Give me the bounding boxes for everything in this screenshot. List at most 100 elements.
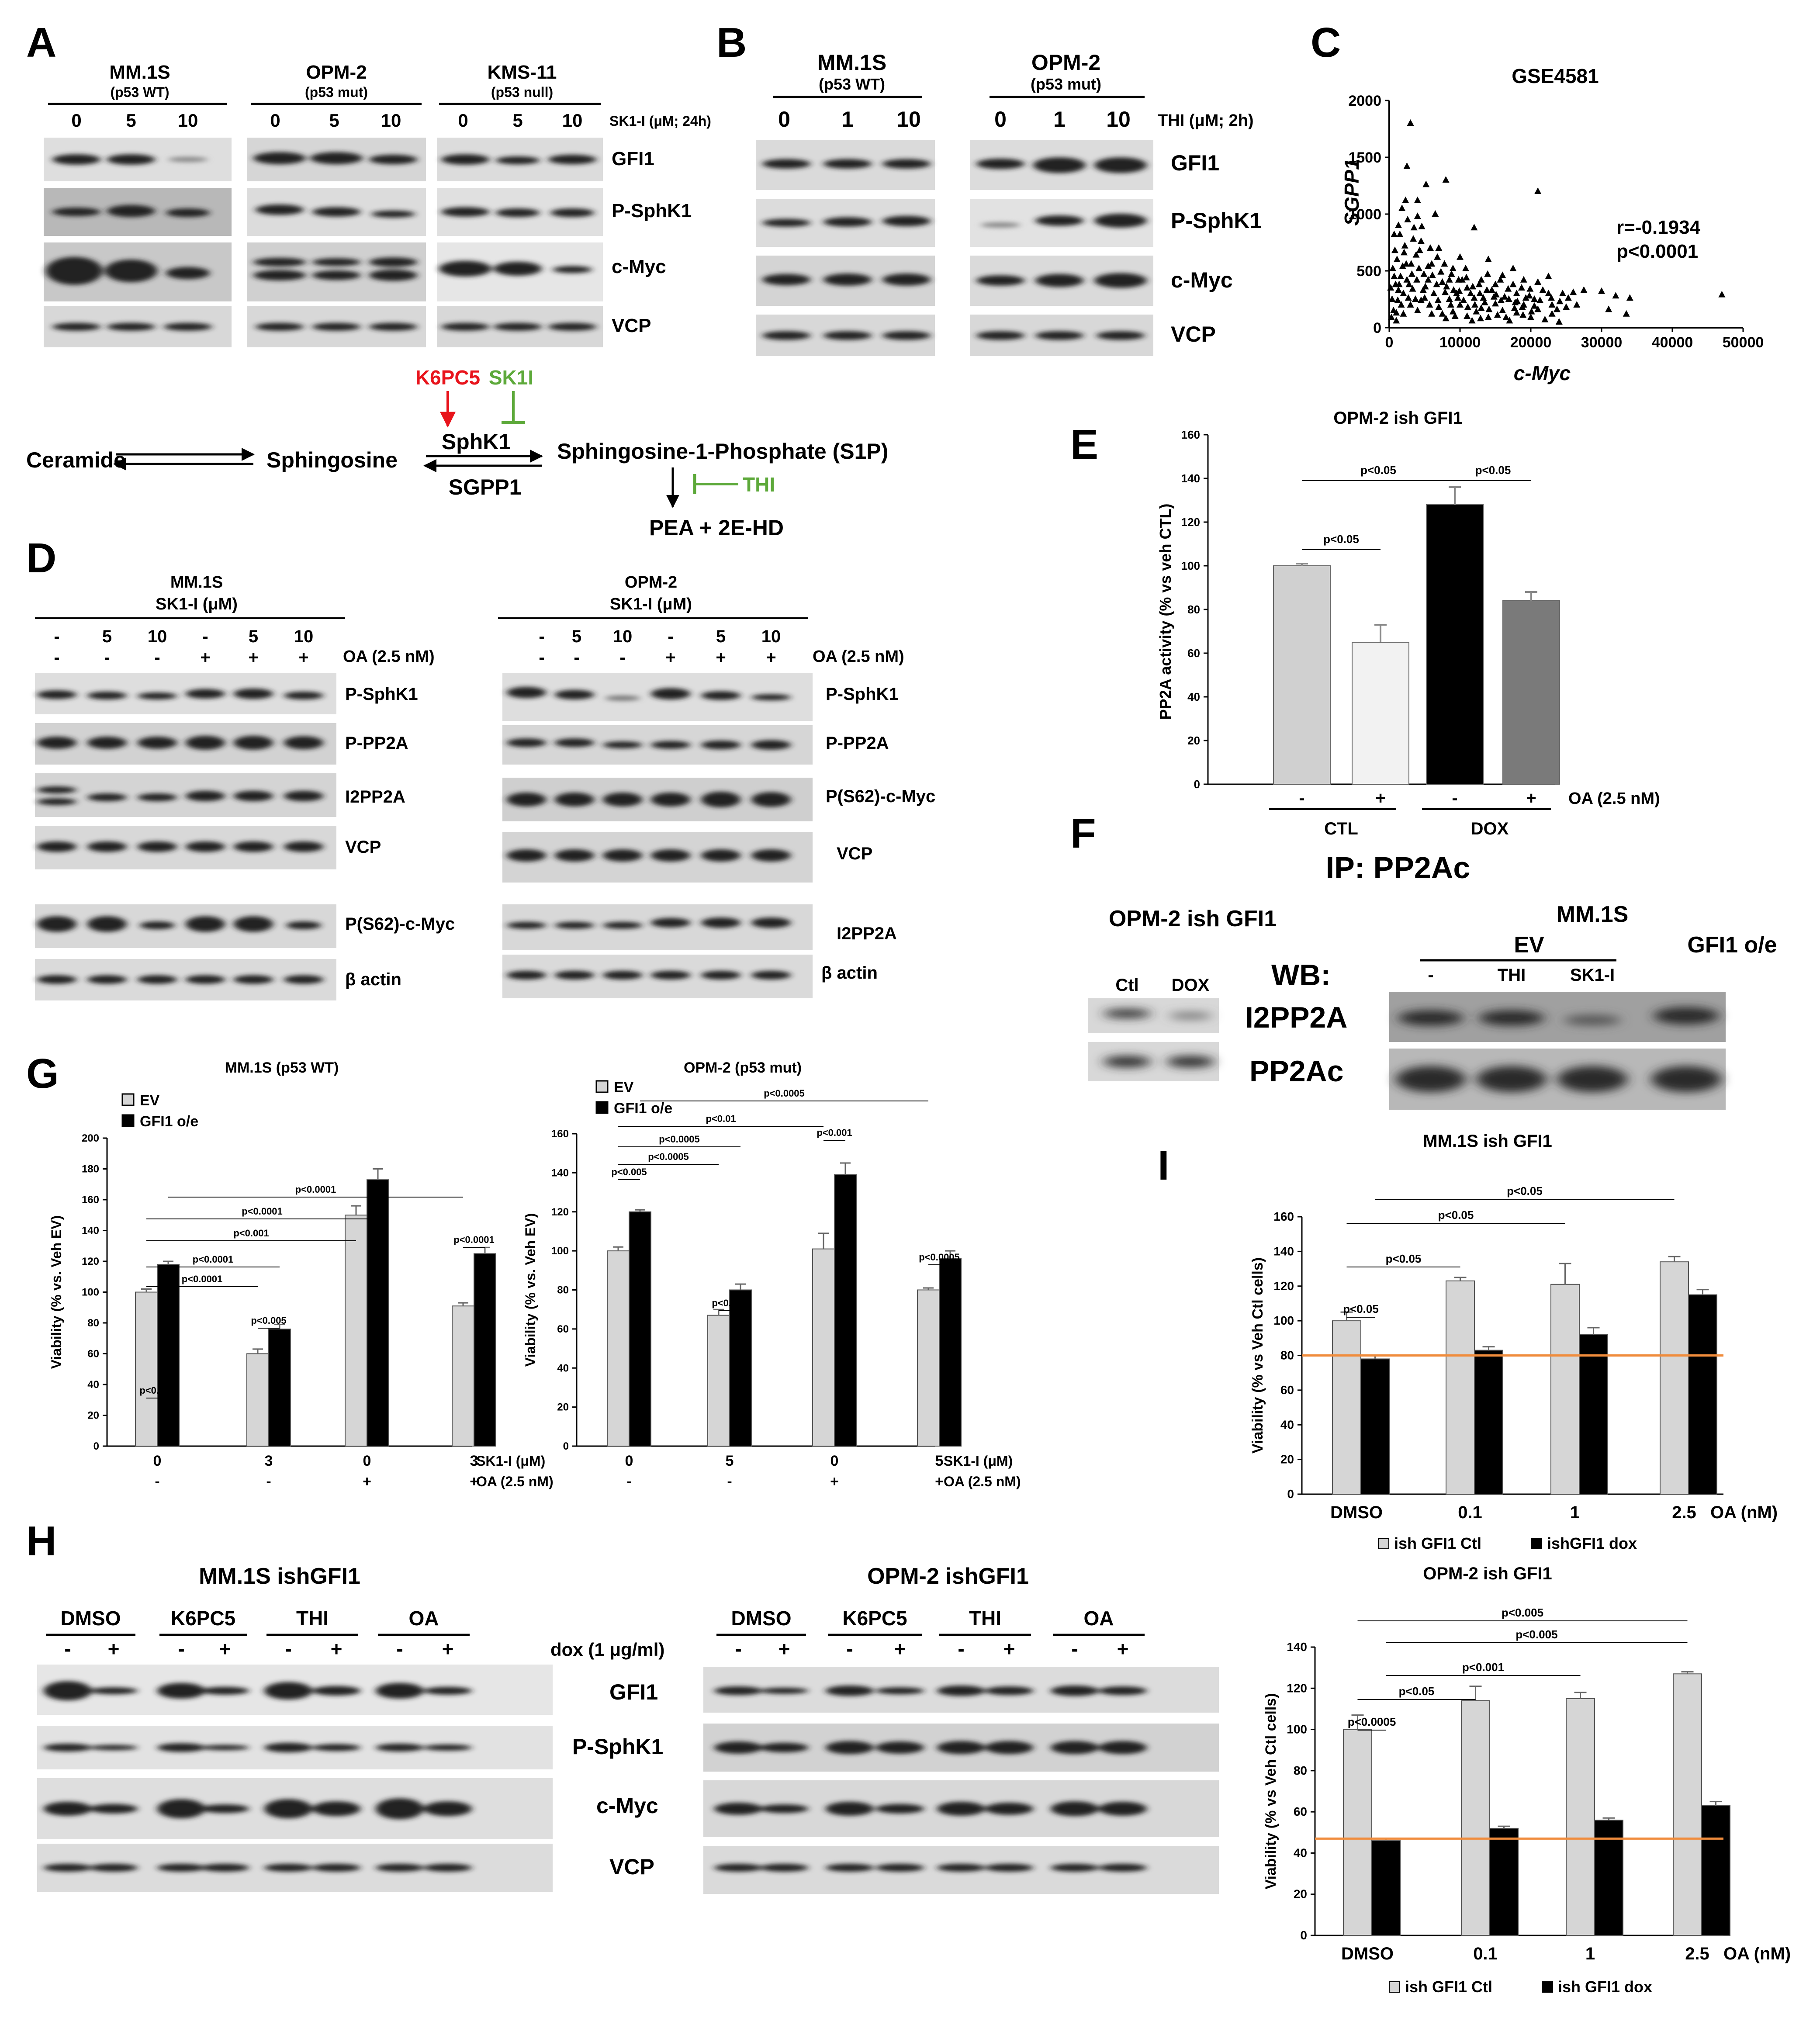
blot-label: P-PP2A [826,734,889,753]
scatter-point [1463,273,1470,280]
y-tick-label: 1500 [1348,149,1381,166]
legend-swatch [595,1101,609,1114]
significance-label: p<0.005 [712,1298,747,1308]
scatter-point [1449,308,1457,315]
sk1i-label: SK1-I (μM) [476,1453,545,1469]
panel-e: E OPM-2 ish GFI1 PP2A activity (% vs veh… [1070,408,1660,838]
scatter-point [1441,288,1449,295]
scatter-point [1391,230,1398,237]
panel-h: H MM.1S ishGFI1 OPM-2 ishGFI1 DMSO - + K6PC… [26,1518,1219,1894]
dose-label: 0 [994,107,1007,132]
scatter-point [1420,270,1428,277]
scatter-point [1528,308,1535,315]
y-tick-label: 120 [551,1206,569,1218]
bar [939,1258,962,1447]
panel-letter: F [1070,810,1096,857]
significance-label: p<0.0001 [453,1234,495,1245]
treatment-label: DMSO [61,1607,121,1630]
blot-band [1051,1741,1099,1754]
scatter-point [1473,308,1480,315]
scatter-point [1548,310,1556,317]
dose-label: 1 [1053,107,1066,132]
panel-c: C GSE4581 SGPP1 c-Myc r=-0.1934 p<0.0001… [1311,19,1764,384]
blot-band [424,1687,472,1695]
scatter-point [1553,305,1560,312]
blot-band [876,1741,924,1754]
scatter-point [1484,256,1492,262]
scatter-point [1397,273,1404,279]
sk1i-dose-label: 5 [935,1453,944,1469]
treatment-label: SK1-I (μM) [610,595,692,613]
scatter-point [1409,285,1416,292]
bar [1360,1358,1390,1495]
scatter-point [1467,290,1474,296]
scatter-point [1443,283,1450,290]
scatter-point [1432,210,1439,217]
blot-band [937,1864,985,1872]
blot-strips [35,673,813,1000]
blot-band [376,1798,424,1819]
scatter-point [1441,260,1448,267]
bar [367,1179,389,1447]
blot-band [90,1864,138,1872]
y-tick-label: 40 [1280,1418,1294,1431]
bar [812,1248,835,1447]
significance-label: p<0.01 [706,1113,736,1124]
scatter-point [1407,119,1414,126]
scatter-point [1483,286,1491,293]
scatter-point [1439,310,1446,317]
scatter-point [1534,305,1542,312]
oa-sign-label: - [539,648,544,667]
cell-line-label: OPM-2 [1031,50,1100,75]
blot-label: P-SphK1 [1171,208,1262,233]
chart-title: MM.1S ish GFI1 [1423,1132,1552,1151]
scatter-point [1422,180,1430,187]
treatment-label: THI (μM; 2h) [1158,111,1254,130]
panel-letter: G [26,1050,59,1097]
scatter-point [1464,303,1471,310]
y-tick-label: 140 [82,1225,99,1237]
ev-label: EV [1514,932,1544,958]
blot-band [264,1682,312,1700]
y-tick-label: 160 [1273,1210,1294,1223]
lane-labels: DMSO- +K6PC5- +THI- +OA- +DMSO- +K6PC5- +THI- +… [46,1607,1145,1660]
y-tick-label: 0 [1373,320,1381,336]
dox-sign-label: - [178,1637,184,1660]
dose-label: 1 [841,107,854,132]
panel-b: B MM.1S (p53 WT) 0 1 10 OPM-2 (p53 mut) … [716,19,1262,356]
scatter-point [1464,312,1471,319]
dox-sign-label: + [331,1637,343,1660]
scatter-point [1612,292,1619,299]
blot-label: GFI1 [609,1680,658,1704]
scatter-point [1485,305,1493,312]
bar [917,1289,940,1447]
bar [1474,1350,1503,1495]
scatter-point [1446,276,1453,283]
y-tick-label: 60 [1187,647,1200,660]
scatter-point [1580,286,1588,293]
dox-sign-label: - [1071,1637,1078,1660]
blot-band [1051,1801,1099,1816]
blot-label: I2PP2A [837,924,897,943]
bar [629,1211,651,1447]
category-label: 1 [1585,1944,1595,1963]
scatter-point [1446,295,1453,302]
significance-label: p<0.0005 [648,1151,689,1162]
bar [1550,1284,1580,1495]
oa-sign-label: + [716,648,726,667]
scatter-point [1410,235,1417,242]
dox-sign-label: - [396,1637,403,1660]
scatter-point [1460,296,1467,303]
category-label: 0.1 [1458,1503,1482,1522]
dox-sign-label: - [64,1637,71,1660]
legend-label: EV [614,1079,634,1096]
scatter-point [1413,276,1421,283]
significance-label: p<0.05 [1360,464,1396,477]
x-tick-label: 30000 [1581,334,1623,351]
blot-strips [37,1665,1219,1894]
oa-unit-label: OA (nM) [1710,1503,1778,1522]
sk1i-dose-label: 0 [625,1453,633,1469]
bar [1566,1698,1595,1936]
scatter-point [1434,253,1441,260]
p53-status-label: (p53 WT) [819,75,885,93]
